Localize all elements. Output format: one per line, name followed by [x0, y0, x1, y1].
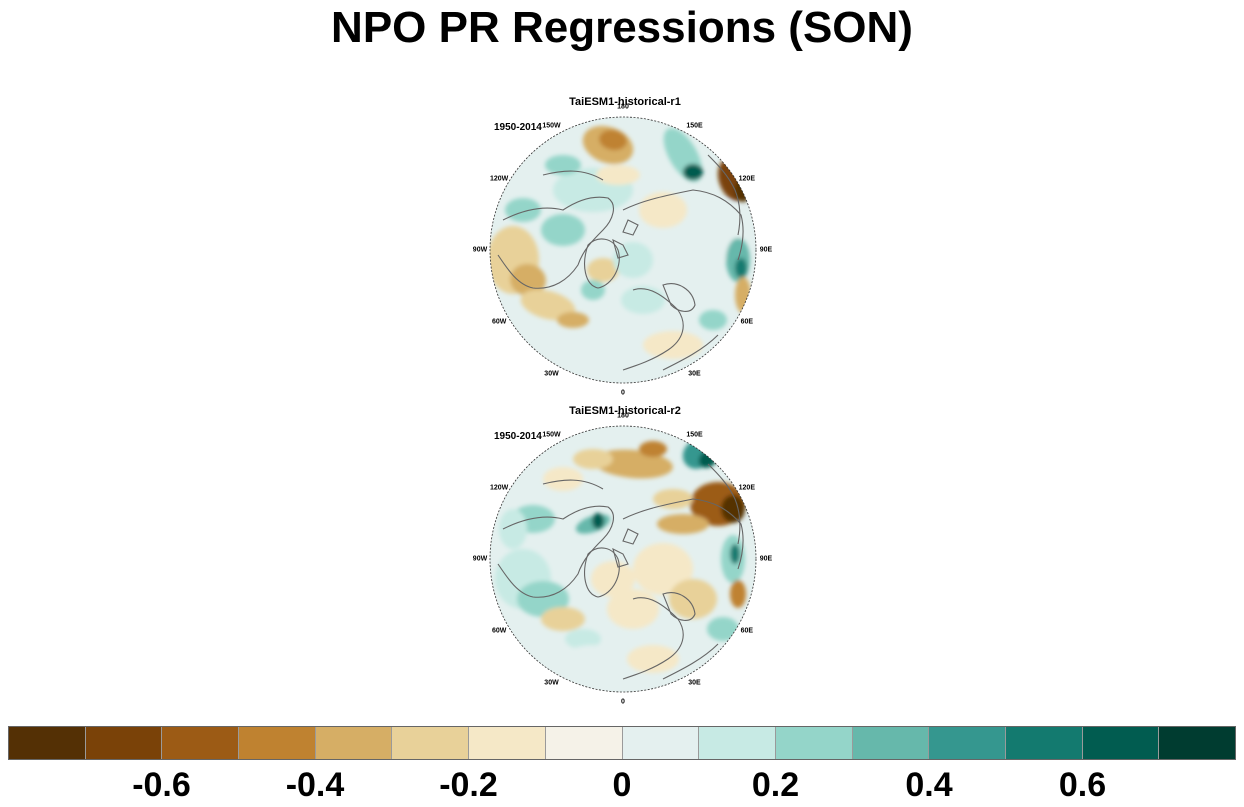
figure-title: NPO PR Regressions (SON): [331, 3, 913, 52]
anomaly-region: [730, 544, 740, 564]
anomaly-region: [505, 198, 541, 222]
colorbar-tick-label: 0.6: [1058, 766, 1107, 804]
anomaly-region: [669, 579, 717, 619]
anomaly-region: [499, 509, 527, 549]
coastlines: [497, 463, 744, 680]
polar-map: [489, 116, 757, 384]
anomaly-region: [621, 286, 665, 314]
longitude-label: 30W: [544, 370, 559, 378]
anomaly-region: [639, 192, 687, 228]
colorbar-swatch: [315, 727, 393, 759]
panel-period: 1950-2014: [494, 431, 542, 442]
colorbar-swatch: [469, 727, 546, 759]
anomaly-region: [543, 467, 583, 491]
longitude-label: 60W: [491, 627, 507, 634]
longitude-label: 120E: [738, 484, 756, 491]
colorbar-tick-label: 0: [612, 766, 632, 804]
longitude-label: 30W: [544, 679, 559, 687]
colorbar-swatch: [1005, 727, 1083, 759]
panel-period: 1950-2014: [494, 122, 542, 133]
longitude-label: 90E: [759, 246, 773, 254]
colorbar-swatch: [545, 727, 623, 759]
anomaly-region: [565, 629, 601, 649]
colorbar: [8, 726, 1236, 760]
anomaly-region: [699, 310, 727, 330]
anomaly-region: [613, 242, 653, 278]
anomaly-region: [607, 589, 659, 629]
anomaly-region: [541, 607, 585, 631]
longitude-label: 60E: [740, 627, 754, 634]
panel-title: TaiESM1-historical-r2: [569, 405, 681, 417]
longitude-label: 90W: [472, 555, 488, 563]
longitude-label: 60E: [740, 318, 754, 325]
longitude-label: 150E: [686, 122, 703, 130]
longitude-label: 0: [621, 698, 625, 706]
anomaly-region: [653, 489, 693, 509]
polar-map: [489, 425, 757, 693]
anomaly-region: [730, 580, 746, 608]
colorbar-swatch: [775, 727, 853, 759]
anomaly-region: [520, 289, 576, 321]
anomaly-region: [721, 495, 745, 523]
anomaly-region: [591, 561, 635, 597]
map-boundary: [489, 425, 757, 693]
map-boundary: [489, 116, 757, 384]
anomaly-region: [657, 252, 709, 288]
colorbar-swatch: [1159, 727, 1235, 759]
colorbar-swatch: [9, 727, 86, 759]
longitude-label: 90W: [472, 246, 488, 254]
longitude-label: 30E: [688, 679, 701, 687]
coastlines: [497, 154, 744, 371]
anomaly-region: [596, 165, 640, 185]
colorbar-swatch: [162, 727, 240, 759]
colorbar-swatch: [929, 727, 1006, 759]
anomaly-region: [735, 258, 747, 278]
longitude-label: 120W: [490, 484, 509, 491]
colorbar-swatch: [622, 727, 700, 759]
anomaly-region: [639, 441, 667, 457]
anomaly-region: [541, 214, 585, 246]
colorbar-swatch: [699, 727, 776, 759]
anomaly-region: [627, 645, 679, 673]
colorbar-tick-label: -0.6: [132, 766, 191, 804]
anomaly-region: [592, 513, 604, 529]
longitude-label: 180: [617, 412, 629, 420]
colorbar-swatch: [85, 727, 163, 759]
colorbar-tick-label: 0.2: [751, 766, 800, 804]
longitude-label: 120E: [738, 175, 756, 182]
anomaly-region: [545, 155, 581, 175]
longitude-label: 30E: [688, 370, 701, 378]
anomaly-region: [587, 258, 619, 282]
anomaly-region: [707, 617, 739, 641]
regression-field: [490, 426, 756, 692]
colorbar-swatch: [392, 727, 470, 759]
longitude-label: 120W: [490, 175, 509, 182]
anomaly-region: [683, 164, 703, 180]
anomaly-region: [573, 449, 613, 469]
colorbar-swatch: [852, 727, 930, 759]
longitude-label: 150W: [542, 122, 561, 130]
colorbar-tick-label: -0.4: [285, 766, 345, 804]
longitude-label: 150W: [542, 431, 561, 439]
longitude-label: 0: [621, 389, 625, 397]
anomaly-region: [633, 543, 693, 595]
panel-title: TaiESM1-historical-r1: [569, 96, 681, 108]
regression-field: [490, 117, 756, 383]
map-panel-r2: TaiESM1-historical-r2 1950-2014 180 150E 1…: [470, 405, 780, 706]
anomaly-region: [599, 129, 627, 151]
longitude-label: 90E: [759, 555, 773, 563]
anomaly-region: [657, 514, 709, 534]
colorbar-swatch: [239, 727, 316, 759]
colorbar-tick-label: 0.4: [905, 766, 953, 804]
anomaly-region: [563, 645, 623, 673]
anomaly-region: [581, 280, 605, 300]
map-panel-r1: TaiESM1-historical-r1 1950-2014 180 150E 1…: [470, 96, 780, 397]
colorbar-swatch: [1082, 727, 1160, 759]
longitude-label: 150E: [686, 431, 703, 439]
colorbar-tick-label: -0.2: [439, 766, 498, 804]
anomaly-region: [557, 312, 589, 328]
longitude-label: 180: [617, 103, 629, 111]
anomaly-region: [643, 331, 703, 359]
longitude-label: 60W: [491, 318, 507, 325]
